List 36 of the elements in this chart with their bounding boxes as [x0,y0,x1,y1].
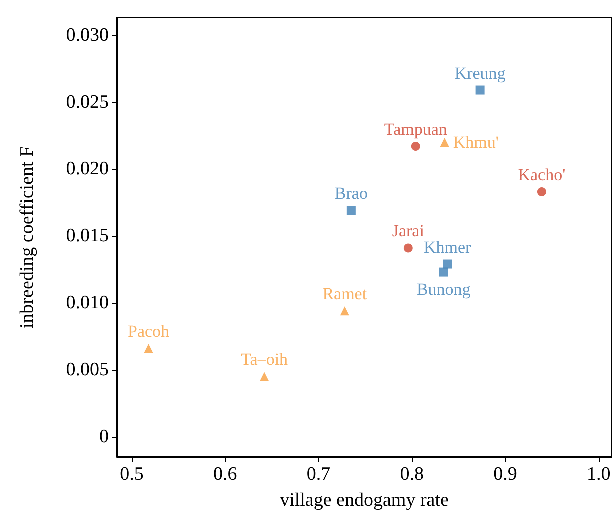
y-tick-label: 0.005 [66,360,109,381]
point [443,260,452,269]
point [340,306,350,316]
annotation: Brao [334,184,368,204]
point [404,244,413,253]
y-tick-label: 0.030 [66,24,109,46]
point [439,268,448,277]
x-tick-label: 0.7 [306,464,331,485]
point [537,187,546,196]
y-tick-label: 0.015 [66,226,109,247]
x-tick-label: 0.9 [494,464,518,485]
y-tick-label: 0 [100,426,109,448]
y-tick-label: 0.010 [66,292,109,314]
annotation: Khmer [424,238,472,257]
annotation: Bunong [416,280,472,299]
point [144,344,154,354]
point [476,86,485,95]
annotation: Jarai [392,222,425,241]
x-tick-label: 0.8 [400,464,424,485]
annotation: Kreung [454,64,506,83]
x-tick-label: 0.6 [213,464,238,485]
point [346,206,356,216]
y-axis-title: inbreeding coefficient F [17,146,38,329]
x-axis-title: village endogamy rate [280,490,449,511]
x-tick-label: 0.5 [120,464,144,485]
annotation: Khmu' [453,132,499,152]
annotation: Kacho' [518,165,566,184]
point [411,142,420,151]
annotation: Ramet [322,284,368,304]
point [260,372,270,382]
annotation: Tampuan [384,120,448,139]
y-tick-label: 0.025 [66,92,109,113]
x-tick-label: 1.0 [587,464,611,485]
y-tick-label: 0.020 [66,158,109,180]
annotation: Pacoh [128,322,170,342]
annotation: Ta–oih [241,350,289,370]
